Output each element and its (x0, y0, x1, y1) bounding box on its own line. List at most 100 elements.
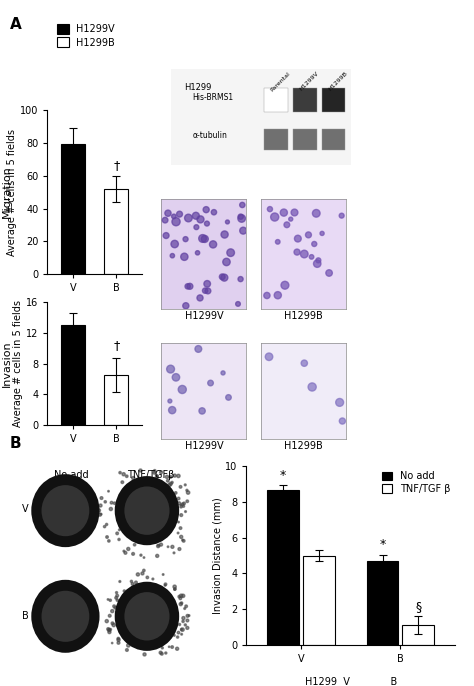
Point (162, 230, 170, 241)
Text: TNF/TGFβ: TNF/TGFβ (127, 471, 174, 480)
Point (181, 251, 188, 262)
Point (219, 368, 227, 379)
Bar (367, 561, 399, 645)
Point (179, 384, 186, 395)
Point (167, 364, 174, 375)
Point (325, 268, 333, 279)
Point (238, 213, 246, 224)
Point (237, 274, 245, 285)
Point (274, 289, 282, 300)
Bar (104, 375, 128, 425)
Text: H1299  V             B: H1299 V B (305, 677, 397, 686)
Point (336, 397, 344, 408)
Y-axis label: Average # cells in 5 fields: Average # cells in 5 fields (13, 300, 23, 427)
Point (172, 216, 180, 227)
Point (203, 279, 211, 289)
Ellipse shape (115, 476, 179, 545)
Ellipse shape (124, 592, 170, 641)
Y-axis label: Invasion Distance (mm): Invasion Distance (mm) (212, 497, 222, 614)
Point (265, 351, 273, 362)
Point (237, 211, 245, 222)
Point (166, 396, 173, 407)
Point (219, 272, 226, 283)
Text: H1299: H1299 (184, 83, 211, 92)
Point (204, 285, 212, 296)
Text: Migration: Migration (2, 166, 12, 218)
Point (196, 292, 204, 303)
Bar (267, 490, 299, 645)
Point (201, 285, 209, 296)
Point (182, 300, 190, 311)
Point (225, 392, 232, 403)
Point (207, 377, 214, 388)
Point (312, 208, 320, 219)
Text: §: § (415, 600, 421, 613)
Point (305, 229, 312, 240)
Legend: No add, TNF/TGF β: No add, TNF/TGF β (382, 471, 450, 494)
Bar (293, 129, 317, 150)
Point (170, 211, 178, 222)
Point (280, 207, 288, 218)
Point (220, 272, 228, 283)
Ellipse shape (42, 485, 89, 536)
Point (184, 213, 192, 224)
Bar (104, 189, 128, 274)
Text: H1299B: H1299B (284, 311, 323, 321)
Text: B: B (22, 611, 28, 622)
Text: H1299B: H1299B (284, 441, 323, 451)
Point (201, 233, 209, 244)
Ellipse shape (124, 486, 170, 535)
Bar (322, 129, 346, 150)
Bar (293, 88, 317, 112)
Point (198, 405, 206, 416)
Point (313, 258, 321, 269)
Point (287, 213, 294, 224)
Point (310, 239, 318, 250)
Point (318, 228, 326, 239)
Text: H1299V: H1299V (299, 71, 319, 92)
Point (210, 239, 217, 250)
Point (315, 255, 322, 265)
Point (164, 208, 172, 219)
Text: A: A (9, 17, 21, 32)
Point (274, 237, 282, 248)
Point (169, 250, 176, 261)
Point (338, 210, 346, 221)
Bar (322, 88, 346, 112)
Bar (264, 88, 288, 112)
Point (172, 372, 180, 383)
Text: Invasion: Invasion (2, 340, 12, 387)
Text: H1299V: H1299V (184, 311, 223, 321)
Text: α-tubulin: α-tubulin (192, 131, 227, 141)
Text: No add: No add (54, 471, 89, 480)
Bar (62, 144, 85, 274)
Point (294, 233, 301, 244)
Point (338, 416, 346, 427)
Point (202, 204, 210, 215)
Bar (62, 325, 85, 425)
Point (168, 405, 176, 416)
Point (171, 239, 179, 250)
Text: V: V (22, 504, 28, 514)
Text: *: * (280, 469, 286, 482)
Point (281, 280, 289, 291)
Point (210, 206, 218, 217)
Point (271, 211, 279, 222)
Text: H1299V: H1299V (184, 441, 223, 451)
Point (161, 215, 169, 226)
Point (301, 248, 308, 259)
Ellipse shape (31, 580, 100, 653)
Point (223, 257, 230, 268)
Point (192, 222, 200, 233)
Ellipse shape (115, 582, 179, 651)
Point (192, 211, 200, 222)
Point (283, 220, 291, 230)
Point (197, 214, 204, 225)
Text: †: † (113, 159, 119, 172)
Point (238, 200, 246, 211)
Text: *: * (379, 539, 386, 552)
Point (186, 281, 194, 292)
Point (309, 381, 316, 392)
Text: H1299B: H1299B (328, 71, 348, 92)
Point (263, 290, 271, 301)
